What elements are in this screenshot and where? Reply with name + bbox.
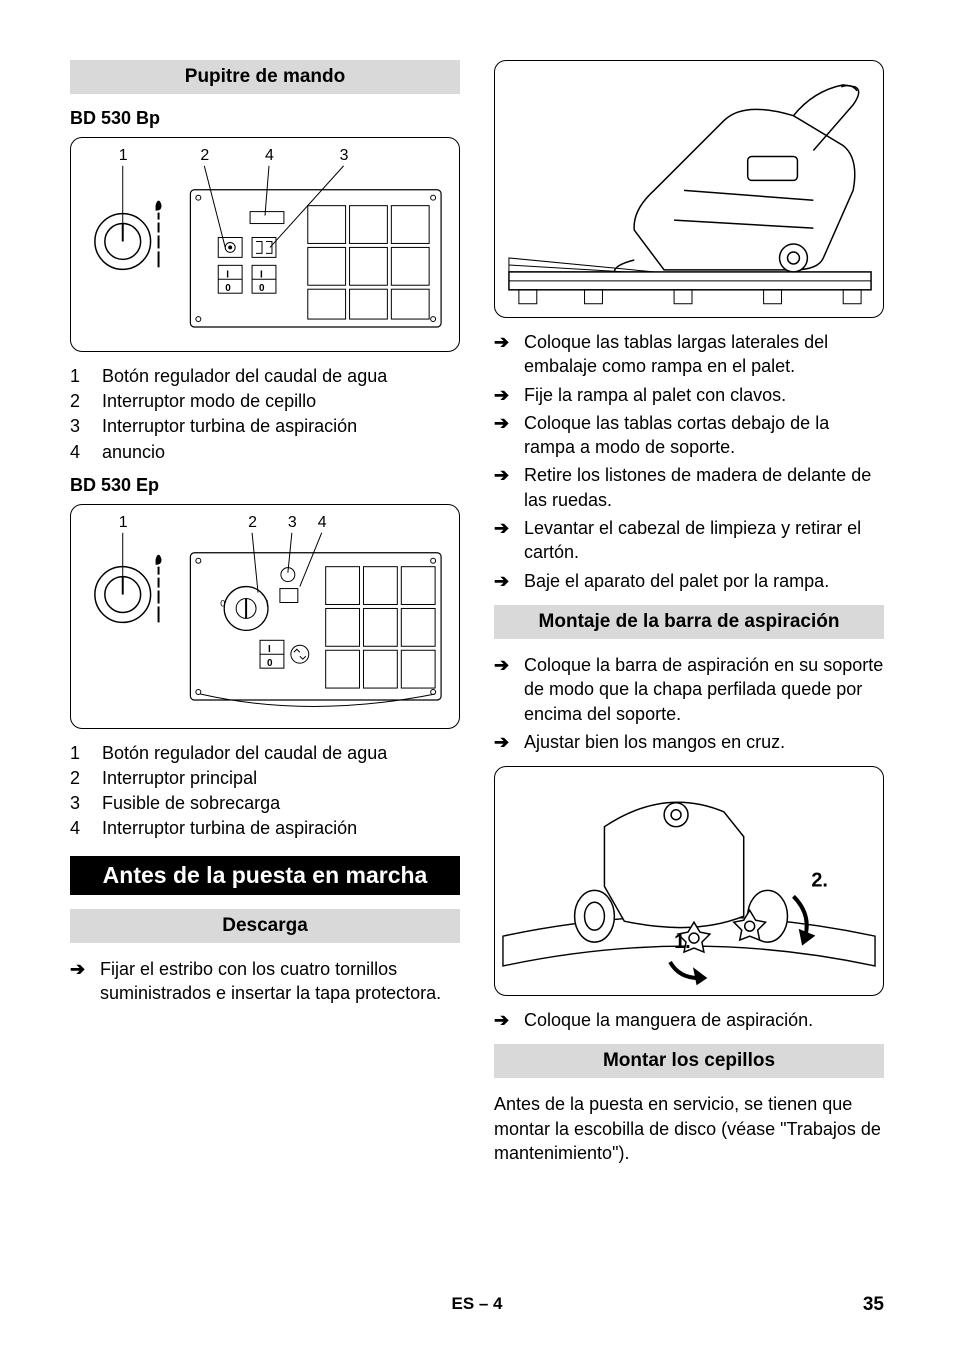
cepillos-body: Antes de la puesta en servicio, se tiene… [494, 1092, 884, 1165]
callout-2: 2 [200, 147, 209, 164]
legend-b-4-n: 4 [70, 816, 84, 841]
legend-a-1-t: Botón regulador del caudal de agua [102, 364, 387, 389]
legend-b-4-t: Interruptor turbina de aspiración [102, 816, 357, 841]
legend-a-4-n: 4 [70, 440, 84, 465]
unload-2: Fije la rampa al palet con clavos. [524, 383, 786, 407]
callout-4: 4 [265, 147, 274, 164]
montaje-steps: ➔Coloque la barra de aspiración en su so… [494, 653, 884, 754]
svg-text:I: I [226, 269, 229, 280]
fig-label-1: 1. [674, 931, 691, 953]
legend-a-3-n: 3 [70, 414, 84, 439]
svg-text:I: I [260, 269, 263, 280]
svg-text:0: 0 [259, 283, 265, 294]
callout-3: 3 [340, 147, 349, 164]
model-b-label: BD 530 Ep [70, 475, 460, 496]
unloading-steps: ➔Coloque las tablas largas laterales del… [494, 330, 884, 593]
legend-a-2-n: 2 [70, 389, 84, 414]
fig-label-2: 2. [811, 870, 828, 892]
montaje-after: ➔ Coloque la manguera de aspiración. [494, 1008, 884, 1032]
section-header-antes: Antes de la puesta en marcha [70, 856, 460, 895]
unload-3: Coloque las tablas cortas debajo de la r… [524, 411, 884, 460]
legend-a-2-t: Interruptor modo de cepillo [102, 389, 316, 414]
svg-text:I: I [268, 644, 271, 655]
svg-text:0: 0 [267, 658, 273, 669]
unload-4: Retire los listones de madera de delante… [524, 463, 884, 512]
legend-b: 1 Botón regulador del caudal de agua 2 Int… [70, 741, 460, 842]
callout-b3: 3 [288, 514, 297, 531]
svg-text:0: 0 [225, 283, 231, 294]
legend-b-1-n: 1 [70, 741, 84, 766]
unload-1: Coloque las tablas largas laterales del … [524, 330, 884, 379]
right-column: ➔Coloque las tablas largas laterales del… [494, 60, 884, 1175]
unload-5: Levantar el cabezal de limpieza y retira… [524, 516, 884, 565]
callout-b4: 4 [318, 514, 327, 531]
montaje-1: Coloque la barra de aspiración en su sop… [524, 653, 884, 726]
section-header-cepillos: Montar los cepillos [494, 1044, 884, 1078]
montaje-after-1: Coloque la manguera de aspiración. [524, 1008, 813, 1032]
callout-b2: 2 [248, 514, 257, 531]
arrow-icon: ➔ [494, 730, 514, 754]
section-header-pupitre: Pupitre de mando [70, 60, 460, 94]
figure-panel-ep: 1 2 3 4 [70, 504, 460, 729]
arrow-icon: ➔ [70, 957, 90, 1006]
figure-panel-bp: 1 2 4 3 [70, 137, 460, 352]
figure-machine-ramp [494, 60, 884, 318]
legend-a: 1 Botón regulador del caudal de agua 2 Int… [70, 364, 460, 465]
arrow-icon: ➔ [494, 383, 514, 407]
page-footer: ES – 4 35 [70, 1294, 884, 1316]
callout-b1: 1 [119, 514, 128, 531]
descarga-step-1: Fijar el estribo con los cuatro tornillo… [100, 957, 460, 1006]
figure-squeegee-mount: 1. 2. [494, 766, 884, 996]
svg-text:I: I [266, 598, 268, 608]
legend-a-3-t: Interruptor turbina de aspiración [102, 414, 357, 439]
unload-6: Baje el aparato del palet por la rampa. [524, 569, 829, 593]
footer-center: ES – 4 [451, 1294, 502, 1314]
arrow-icon: ➔ [494, 1008, 514, 1032]
arrow-icon: ➔ [494, 569, 514, 593]
legend-b-3-t: Fusible de sobrecarga [102, 791, 280, 816]
callout-1: 1 [119, 147, 128, 164]
legend-a-1-n: 1 [70, 364, 84, 389]
footer-page-number: 35 [863, 1294, 884, 1316]
section-header-descarga: Descarga [70, 909, 460, 943]
model-a-label: BD 530 Bp [70, 108, 460, 129]
legend-b-3-n: 3 [70, 791, 84, 816]
section-header-montaje: Montaje de la barra de aspiración [494, 605, 884, 639]
legend-b-1-t: Botón regulador del caudal de agua [102, 741, 387, 766]
legend-b-2-n: 2 [70, 766, 84, 791]
arrow-icon: ➔ [494, 330, 514, 379]
left-column: Pupitre de mando BD 530 Bp 1 2 4 3 [70, 60, 460, 1175]
legend-b-2-t: Interruptor principal [102, 766, 257, 791]
arrow-icon: ➔ [494, 516, 514, 565]
descarga-steps: ➔Fijar el estribo con los cuatro tornill… [70, 957, 460, 1006]
arrow-icon: ➔ [494, 653, 514, 726]
arrow-icon: ➔ [494, 411, 514, 460]
arrow-icon: ➔ [494, 463, 514, 512]
montaje-2: Ajustar bien los mangos en cruz. [524, 730, 785, 754]
legend-a-4-t: anuncio [102, 440, 165, 465]
svg-text:0: 0 [220, 598, 225, 608]
